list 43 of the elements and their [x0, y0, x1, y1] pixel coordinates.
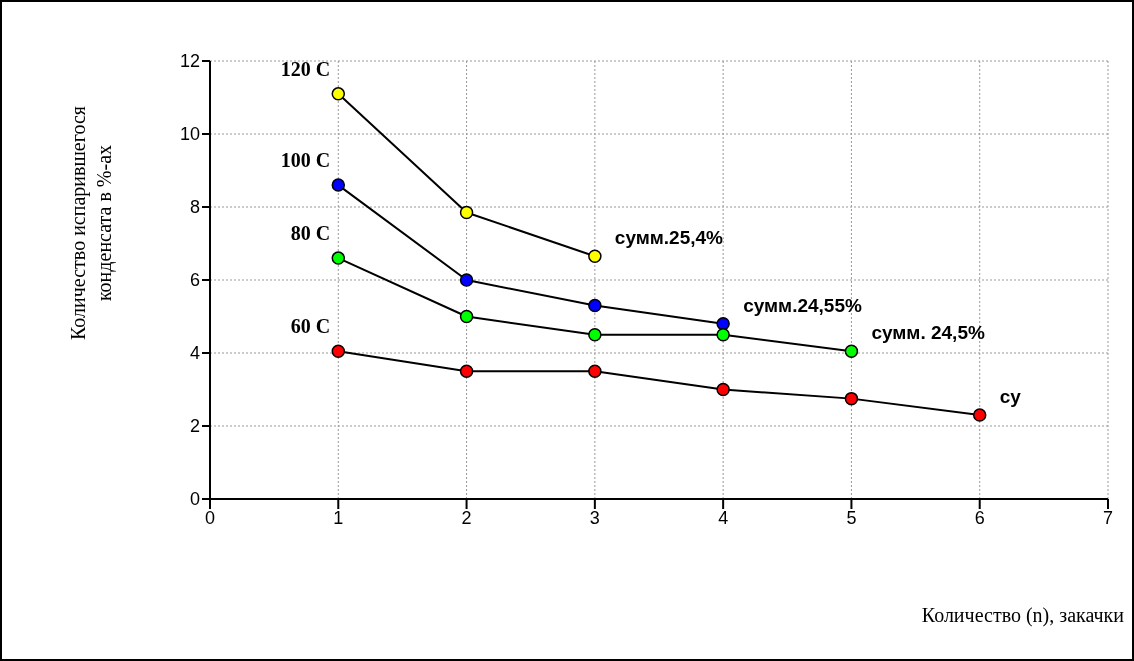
- y-tick-label: 2: [189, 416, 200, 437]
- annotation: сумм.25,4%: [614, 227, 724, 249]
- point: [459, 364, 474, 378]
- point: [331, 87, 346, 101]
- annotation: сумм.24,55%: [743, 294, 862, 316]
- x-tick-label: 6: [974, 507, 985, 528]
- y-tick-label: 0: [189, 489, 200, 510]
- point: [588, 328, 602, 342]
- point: [844, 344, 859, 358]
- point: [459, 309, 474, 324]
- annotation: сумм. 24,5%: [871, 322, 985, 344]
- series-label: 60 C: [290, 315, 331, 338]
- point: [716, 317, 730, 331]
- x-tick-label: 4: [718, 507, 729, 528]
- y-tick-label: 6: [189, 270, 200, 291]
- y-tick-label: 10: [179, 124, 200, 145]
- y-tick-label: 4: [189, 343, 200, 364]
- y-axis-title: Количество испарившегося конденсата в %-ах: [67, 106, 116, 340]
- y-tick-label: 8: [189, 197, 200, 218]
- point: [588, 298, 602, 313]
- point: [588, 364, 602, 378]
- annotation: су: [999, 386, 1022, 408]
- x-tick-label: 5: [846, 507, 857, 528]
- x-axis-title: Количество (n), закачки: [921, 604, 1125, 627]
- point: [844, 391, 859, 406]
- x-tick-label: 1: [333, 507, 344, 528]
- point: [459, 205, 474, 220]
- series-label: 100 C: [280, 149, 331, 172]
- point: [331, 178, 346, 192]
- point: [972, 408, 987, 422]
- point: [459, 273, 474, 287]
- point: [331, 344, 346, 358]
- point: [716, 382, 730, 397]
- x-tick-label: 3: [589, 507, 600, 528]
- series-label: 80 C: [290, 222, 331, 245]
- x-tick-label: 2: [461, 507, 472, 528]
- x-tick-label: 0: [204, 507, 216, 528]
- series-label: 120 C: [280, 57, 331, 80]
- y-tick-label: 12: [179, 51, 200, 72]
- point: [716, 328, 730, 342]
- point: [331, 251, 346, 265]
- point: [588, 249, 602, 264]
- x-tick-label: 7: [1102, 507, 1114, 528]
